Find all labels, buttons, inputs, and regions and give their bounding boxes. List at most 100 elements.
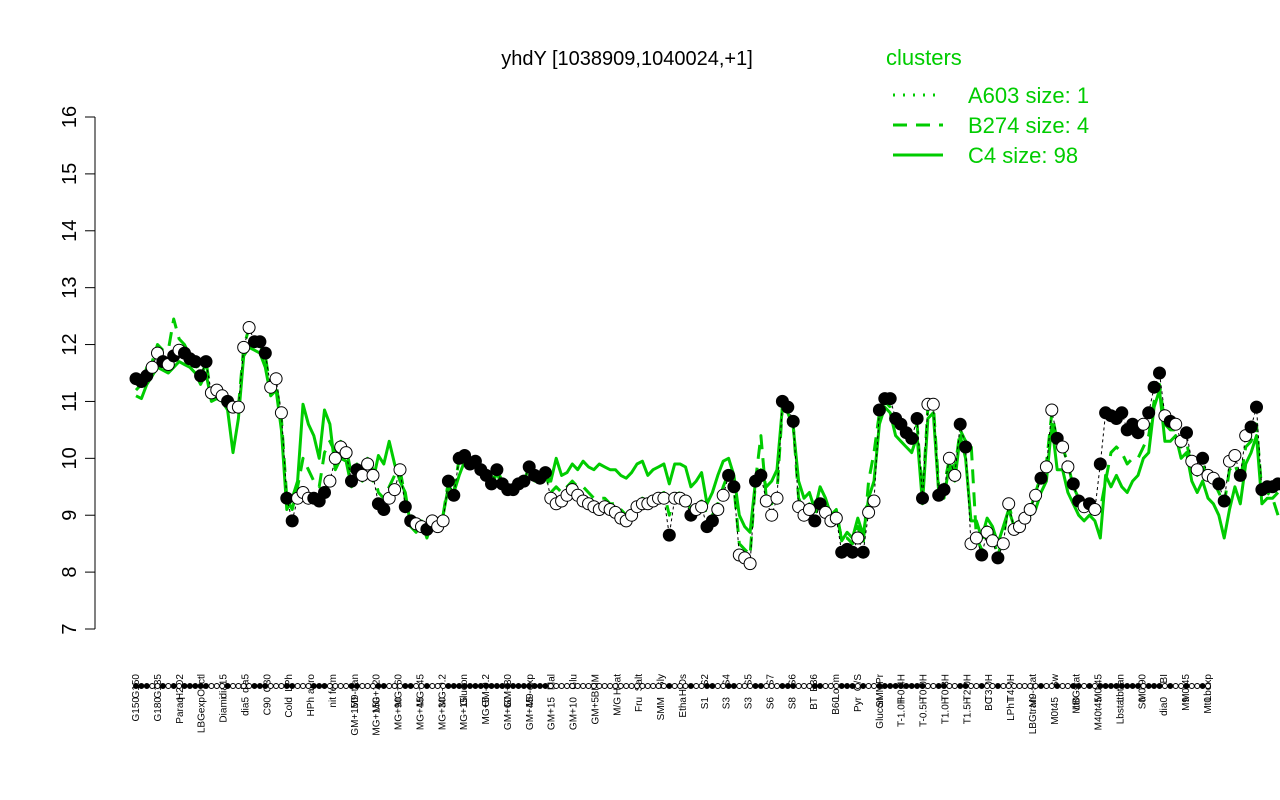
x-tick-label-bottom: Fru <box>634 697 645 712</box>
x-marker <box>386 683 393 689</box>
data-point <box>743 557 757 571</box>
x-tick-label-bottom: S1 <box>700 697 711 710</box>
data-point <box>754 468 768 482</box>
x-tick-label-bottom: C90 <box>262 697 273 716</box>
x-marker <box>698 683 705 689</box>
data-point <box>1228 449 1242 462</box>
x-tick-label-bottom: Glucon <box>875 697 886 729</box>
data-point <box>926 397 940 411</box>
x-tick-label-top: MG+45 <box>415 674 426 708</box>
data-point <box>716 488 730 502</box>
x-tick-label-bottom: M9 <box>1181 697 1192 711</box>
x-marker <box>364 683 371 689</box>
legend-entry: C4 size: 98 <box>968 143 1078 168</box>
x-marker <box>930 683 937 689</box>
data-point <box>145 360 159 374</box>
x-marker <box>752 683 759 689</box>
data-point <box>1142 406 1156 420</box>
x-marker <box>914 683 921 689</box>
x-marker <box>736 683 743 689</box>
data-point <box>953 417 967 431</box>
x-marker <box>219 683 226 689</box>
x-marker <box>553 683 560 689</box>
data-point <box>1034 471 1048 485</box>
x-marker <box>461 683 468 689</box>
x-tick-label-bottom: LPhT <box>1006 697 1017 721</box>
x-tick-label-bottom: G150 <box>131 697 142 722</box>
x-marker <box>871 683 877 689</box>
x-marker <box>817 683 824 689</box>
data-point <box>1093 457 1107 471</box>
x-marker <box>580 683 587 689</box>
x-marker <box>774 683 780 689</box>
data-point <box>377 503 391 516</box>
x-marker <box>531 683 538 689</box>
x-marker <box>1075 683 1082 689</box>
data-point <box>258 346 272 360</box>
x-marker <box>278 683 285 689</box>
x-marker <box>596 683 603 689</box>
data-point <box>937 483 951 497</box>
x-tick-label-bottom: MG+30 <box>437 697 448 731</box>
x-marker <box>305 683 312 689</box>
x-marker <box>1172 683 1179 689</box>
data-point <box>872 403 886 417</box>
x-marker <box>806 683 813 689</box>
x-marker <box>149 683 156 689</box>
x-tick-label-bottom: Etha <box>678 697 689 718</box>
x-tick-label-bottom: B60 <box>831 697 842 715</box>
x-marker <box>601 683 608 689</box>
x-marker <box>1124 683 1131 689</box>
x-tick-label-top: aero <box>306 674 317 694</box>
data-point <box>1039 460 1053 474</box>
x-marker <box>720 683 727 689</box>
x-marker <box>994 683 1001 689</box>
x-tick-label-top: Glu <box>569 674 580 690</box>
x-tick-label-top: MG+120 <box>372 674 383 713</box>
x-marker <box>693 683 700 689</box>
x-marker <box>1205 683 1211 689</box>
x-marker <box>849 683 856 689</box>
x-marker <box>488 683 495 689</box>
x-marker <box>445 683 452 689</box>
x-marker <box>730 683 737 689</box>
x-marker <box>1000 683 1007 689</box>
x-tick-label-bottom: Pyr <box>853 696 864 712</box>
data-point <box>1271 477 1280 491</box>
data-point <box>1212 477 1226 491</box>
x-marker <box>827 683 834 689</box>
data-point <box>986 534 999 548</box>
x-tick-label-top: C30 <box>262 674 273 693</box>
x-tick-label-bottom: HPh <box>306 697 317 716</box>
data-point <box>662 528 676 542</box>
x-marker <box>709 683 716 689</box>
x-marker <box>795 683 802 689</box>
data-point <box>242 321 256 334</box>
x-marker <box>655 683 662 689</box>
x-marker <box>687 683 694 689</box>
x-marker <box>1021 683 1028 689</box>
data-point <box>366 468 380 482</box>
x-marker <box>1129 683 1136 689</box>
data-point <box>759 494 773 508</box>
x-marker <box>811 683 818 689</box>
y-tick-label: 8 <box>59 567 81 578</box>
x-tick-label-top: M9-stat <box>1028 674 1039 708</box>
data-point <box>1196 451 1210 465</box>
x-tick-label-bottom: Mt0 <box>1203 697 1214 714</box>
data-point <box>436 514 450 528</box>
data-point <box>328 451 342 465</box>
data-point <box>393 463 407 477</box>
x-marker <box>440 683 447 689</box>
x-marker <box>1011 683 1018 689</box>
data-point <box>199 355 213 369</box>
x-marker <box>515 683 522 689</box>
data-point <box>942 451 956 465</box>
x-tick-label-bottom: LBGexp <box>197 697 208 734</box>
x-marker <box>337 683 344 689</box>
x-marker <box>246 683 253 689</box>
data-point <box>996 537 1010 551</box>
data-point <box>388 483 402 497</box>
x-marker <box>1059 683 1066 689</box>
